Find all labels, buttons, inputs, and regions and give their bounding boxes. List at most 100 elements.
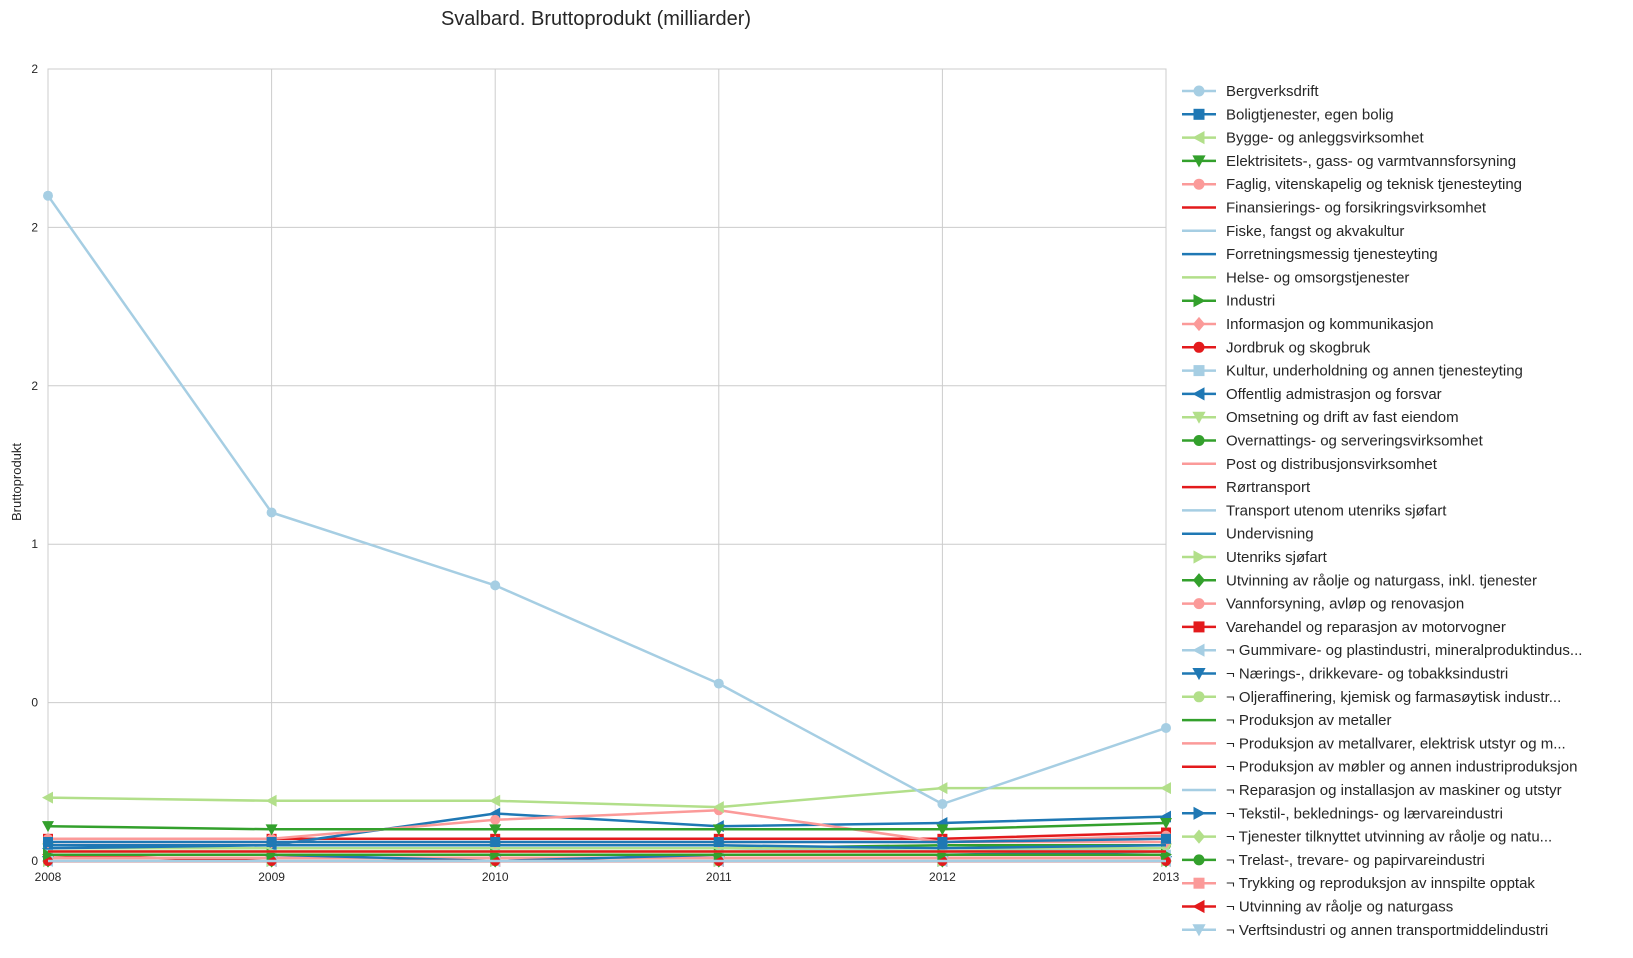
legend-entry: Elektrisitets-, gass- og varmtvannsforsy… <box>1182 153 1516 170</box>
legend-label: ¬ Gummivare- og plastindustri, mineralpr… <box>1226 642 1582 659</box>
legend-label: ¬ Tjenester tilknyttet utvinning av råol… <box>1226 829 1552 846</box>
legend-entry: ¬ Produksjon av metaller <box>1182 712 1392 729</box>
x-tick-label: 2008 <box>35 870 62 884</box>
legend-swatch-marker <box>1192 899 1205 914</box>
legend-label: Helse- og omsorgstjenester <box>1226 269 1409 286</box>
series-7 <box>48 843 1167 850</box>
x-tick-label: 2013 <box>1153 870 1180 884</box>
data-point <box>1161 833 1171 844</box>
legend-swatch-marker <box>1193 85 1205 97</box>
legend-label: ¬ Reparasjon og installasjon av maskiner… <box>1226 782 1562 799</box>
legend-entry: Utenriks sjøfart <box>1182 549 1328 566</box>
data-point <box>489 794 501 807</box>
y-tick-label: 2 <box>31 220 38 234</box>
data-point <box>937 798 948 809</box>
legend-entry: Informasjon og kommunikasjon <box>1182 316 1434 333</box>
legend-label: Fiske, fangst og akvakultur <box>1226 223 1404 240</box>
data-point <box>490 814 501 825</box>
legend-label: Overnattings- og serveringsvirksomhet <box>1226 433 1484 450</box>
series-line <box>46 194 1167 806</box>
legend-label: ¬ Oljeraffinering, kjemisk og farmasøyti… <box>1226 689 1561 706</box>
legend-swatch-marker <box>1192 155 1206 168</box>
series-line <box>48 837 1167 844</box>
legend-entry: Boligtjenester, egen bolig <box>1182 106 1394 123</box>
legend-entry: ¬ Produksjon av møbler og annen industri… <box>1182 759 1577 776</box>
y-tick-label: 0 <box>31 854 38 868</box>
legend-label: Vannforsyning, avløp og renovasjon <box>1226 596 1464 613</box>
legend-swatch-marker <box>1192 829 1206 844</box>
legend-swatch-marker <box>1193 365 1205 377</box>
legend-entry: ¬ Oljeraffinering, kjemisk og farmasøyti… <box>1182 689 1561 706</box>
legend-entry: Vannforsyning, avløp og renovasjon <box>1182 596 1464 613</box>
legend-label: ¬ Produksjon av metallvarer, elektrisk u… <box>1226 735 1566 752</box>
legend-swatch-marker <box>1193 341 1205 353</box>
legend-swatch-marker <box>1192 131 1205 145</box>
series-2 <box>42 782 1171 814</box>
legend-label: Industri <box>1226 293 1275 310</box>
data-point <box>266 836 277 847</box>
series-line <box>47 821 1167 831</box>
legend-entry: ¬ Trelast-, trevare- og papirvareindustr… <box>1182 852 1485 869</box>
legend-swatch-marker <box>1193 621 1205 633</box>
legend-label: ¬ Verftsindustri og annen transportmidde… <box>1226 922 1548 939</box>
legend-swatch-marker <box>1193 108 1205 120</box>
data-point <box>937 836 948 847</box>
legend-label: Rørtransport <box>1226 479 1311 496</box>
legend-entry: Finansierings- og forsikringsvirksomhet <box>1182 200 1487 217</box>
x-tick-label: 2010 <box>482 870 509 884</box>
legend-label: ¬ Nærings-, drikkevare- og tobakksindust… <box>1226 666 1508 683</box>
legend-entry: Transport utenom utenriks sjøfart <box>1182 502 1447 519</box>
data-point <box>713 836 724 847</box>
legend-label: Transport utenom utenriks sjøfart <box>1226 502 1447 519</box>
y-tick-label: 1 <box>31 537 38 551</box>
chart-title: Svalbard. Bruttoprodukt (milliarder) <box>441 8 751 30</box>
legend-label: Utenriks sjøfart <box>1226 549 1328 566</box>
legend-swatch-marker <box>1192 924 1206 937</box>
data-point <box>489 824 502 836</box>
x-tick-label: 2011 <box>706 870 732 884</box>
y-tick-label: 0 <box>31 696 38 710</box>
legend-entry: Industri <box>1182 293 1275 310</box>
y-axis-label: Bruttoprodukt <box>9 443 24 521</box>
legend-label: Informasjon og kommunikasjon <box>1226 316 1434 333</box>
legend-label: Bergverksdrift <box>1226 83 1319 100</box>
legend-entry: Offentlig admistrasjon og forsvar <box>1182 386 1442 403</box>
legend-entry: Varehandel og reparasjon av motorvogner <box>1182 619 1506 636</box>
data-point <box>42 821 54 833</box>
data-point <box>266 507 277 518</box>
legend-entry: Undervisning <box>1182 526 1314 543</box>
y-tick-label: 2 <box>31 62 38 76</box>
legend-label: Varehandel og reparasjon av motorvogner <box>1226 619 1506 636</box>
series-1 <box>43 833 1171 847</box>
legend-entry: ¬ Trykking og reproduksjon av innspilte … <box>1182 875 1535 892</box>
legend-entry: Post og distribusjonsvirksomhet <box>1182 456 1438 473</box>
legend-swatch-marker <box>1192 411 1206 424</box>
legend-swatch-marker <box>1193 598 1205 610</box>
legend-swatch-marker <box>1192 316 1206 332</box>
legend-entry: Faglig, vitenskapelig og teknisk tjenest… <box>1182 176 1522 193</box>
legend-label: Kultur, underholdning og annen tjenestey… <box>1226 363 1523 380</box>
legend-label: Utvinning av råolje og naturgass, inkl. … <box>1226 572 1537 589</box>
data-point <box>1160 782 1171 795</box>
legend-label: Finansierings- og forsikringsvirksomhet <box>1226 200 1487 217</box>
data-point <box>490 580 501 591</box>
legend-label: ¬ Trelast-, trevare- og papirvareindustr… <box>1226 852 1485 869</box>
legend-entry: Forretningsmessig tjenesteyting <box>1182 246 1438 263</box>
legend: Bergverksdrift Boligtjenester, egen bolig… <box>1182 83 1582 939</box>
legend-label: Undervisning <box>1226 526 1314 543</box>
legend-swatch-marker <box>1193 877 1205 889</box>
data-point <box>43 848 54 861</box>
legend-entry: ¬ Nærings-, drikkevare- og tobakksindust… <box>1182 666 1508 683</box>
legend-entry: Overnattings- og serveringsvirksomhet <box>1182 433 1484 450</box>
y-tick-label: 2 <box>31 379 38 393</box>
legend-entry: Bygge- og anleggsvirksomhet <box>1182 130 1424 147</box>
data-point <box>712 824 725 836</box>
data-point <box>265 824 278 836</box>
legend-swatch-marker <box>1193 435 1205 446</box>
legend-entry: ¬ Tjenester tilknyttet utvinning av råol… <box>1182 829 1552 846</box>
legend-label: Forretningsmessig tjenesteyting <box>1226 246 1438 263</box>
legend-entry: ¬ Utvinning av råolje og naturgass <box>1182 899 1453 916</box>
legend-label: Faglig, vitenskapelig og teknisk tjenest… <box>1226 176 1522 193</box>
legend-label: ¬ Produksjon av metaller <box>1226 712 1392 729</box>
